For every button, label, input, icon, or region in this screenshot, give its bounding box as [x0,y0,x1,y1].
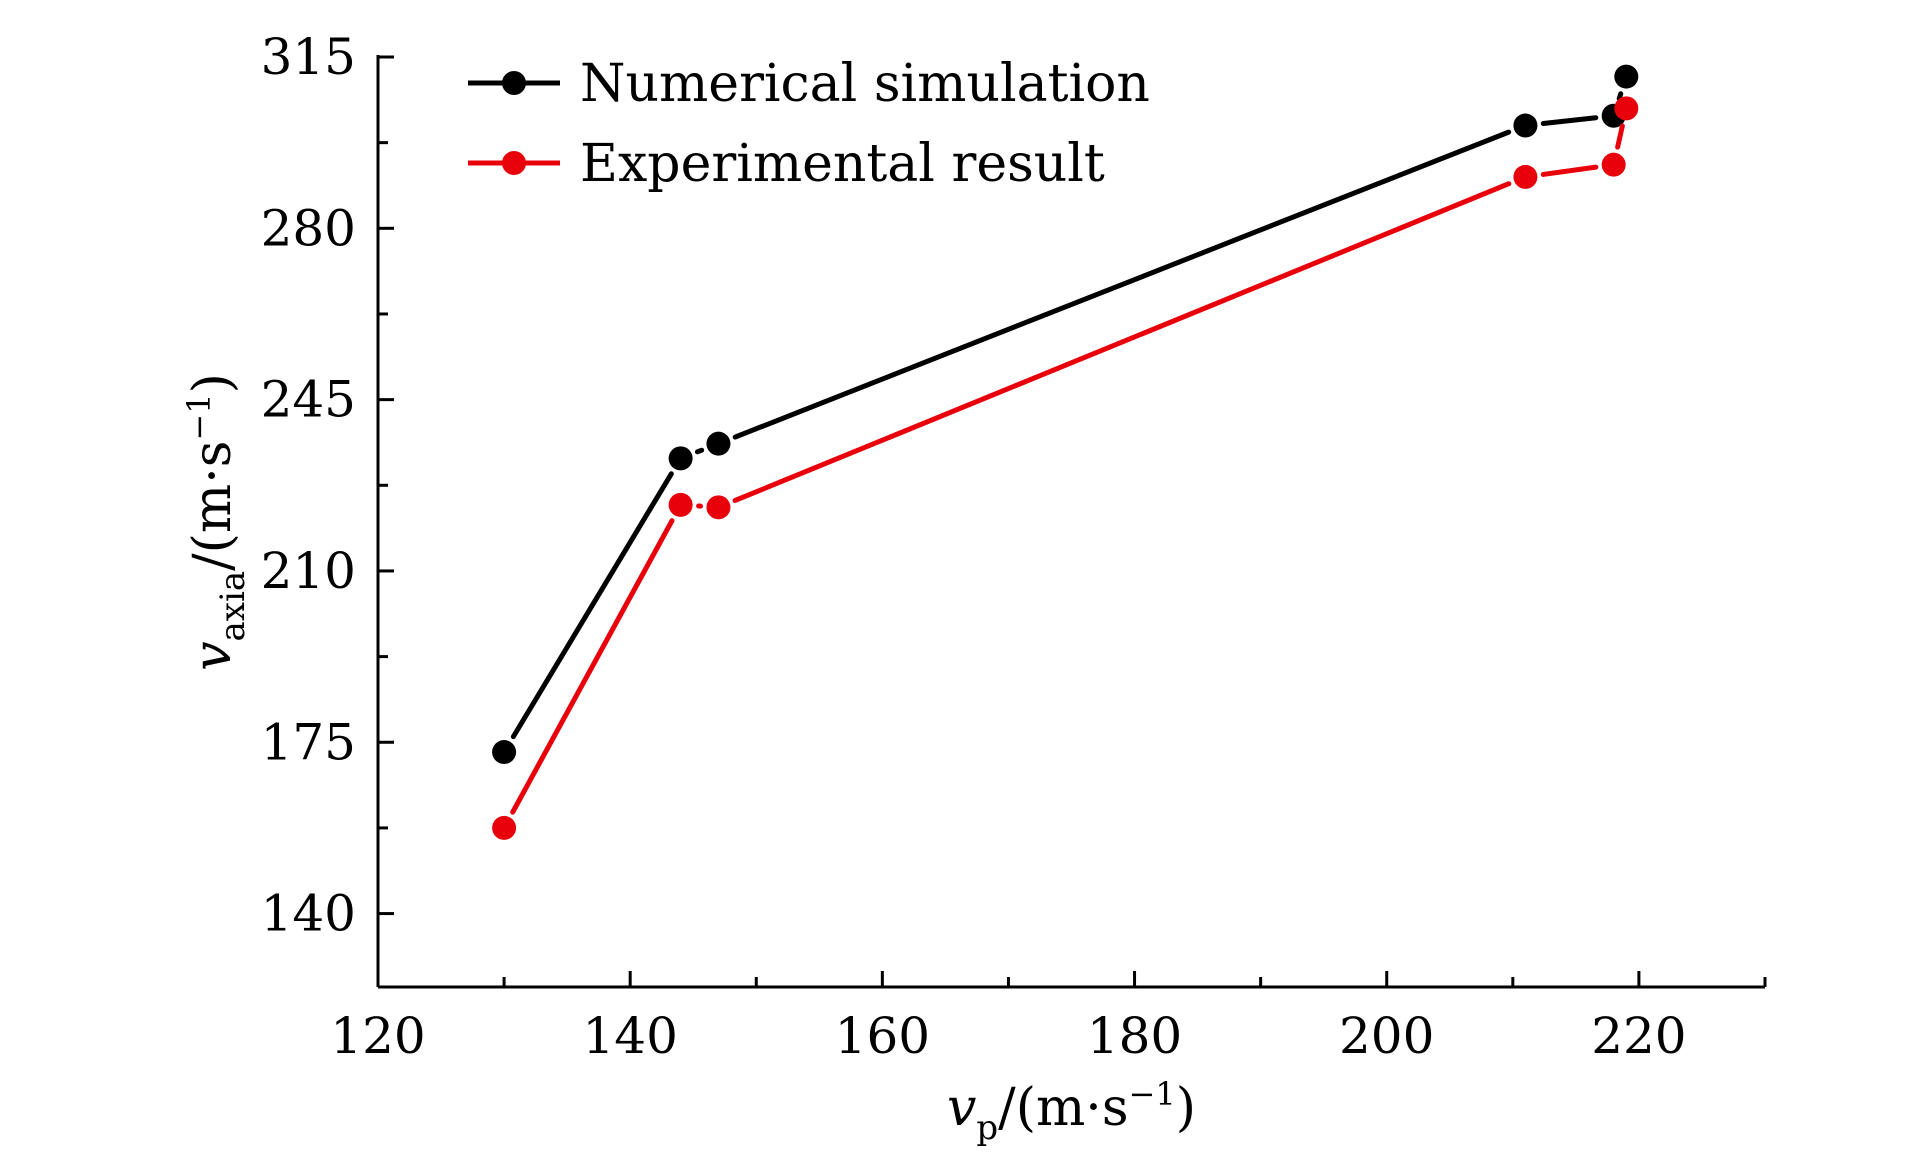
data-point [1513,164,1538,189]
legend-item: Numerical simulation [468,54,1150,114]
y-axis-title: vaxia/(m·s−1) [180,373,253,671]
x-axis-title: vp/(m·s−1) [947,1075,1196,1148]
y-tick-label: 280 [261,199,356,257]
series-2 [492,96,1639,840]
series-segment [694,447,705,455]
legend-label: Numerical simulation [580,54,1150,114]
series-segment [1615,123,1625,150]
axes [376,55,1765,989]
data-point [1601,152,1626,177]
y-axis-ticks: 140 175 210 245 280 315 [261,28,394,943]
y-tick-label: 140 [261,885,356,943]
x-axis-ticks: 120 140 160 180 200 220 [330,971,1767,1065]
data-point [492,740,517,765]
series-segment [1540,164,1599,177]
series-segment [510,471,674,740]
x-tick-label: 180 [1087,1007,1182,1065]
y-tick-label: 210 [261,542,356,600]
x-tick-label: 140 [582,1007,677,1065]
x-tick-label: 160 [835,1007,930,1065]
data-point [1614,96,1639,121]
legend-marker [502,71,526,95]
series-layer [492,64,1639,840]
x-tick-label: 120 [330,1007,425,1065]
data-point [668,446,693,471]
y-tick-label: 245 [261,371,356,429]
data-point [1614,64,1639,89]
data-point [668,492,693,517]
series-segment [1540,115,1599,127]
legend-label: Experimental result [580,134,1105,194]
series-segment [732,181,1512,503]
x-tick-label: 220 [1591,1007,1686,1065]
data-point [492,815,517,840]
legend-item: Experimental result [468,134,1105,194]
y-tick-label: 315 [261,28,356,86]
series-segment [510,518,675,815]
series-segment [1616,91,1624,102]
series-1 [492,64,1639,765]
x-tick-label: 200 [1339,1007,1434,1065]
series-segment [732,129,1512,440]
legend-marker [502,151,526,175]
legend: Numerical simulation Experimental result [468,54,1150,194]
data-point [1513,113,1538,138]
data-point [706,431,731,456]
y-tick-label: 175 [261,713,356,771]
data-point [706,495,731,520]
